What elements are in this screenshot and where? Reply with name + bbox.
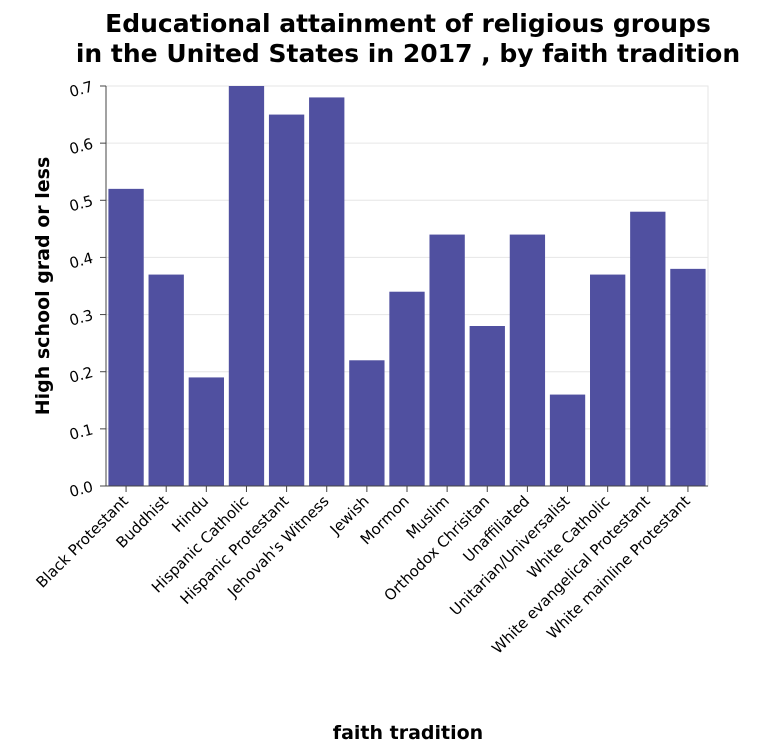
bar-8 <box>429 234 465 486</box>
y-tick-label: 0.1 <box>67 420 95 444</box>
bar-14 <box>670 268 706 486</box>
y-tick-label: 0.3 <box>67 306 95 330</box>
bar-13 <box>630 211 666 486</box>
bar-12 <box>590 274 626 486</box>
bars <box>108 86 706 487</box>
bar-2 <box>188 377 224 486</box>
bar-3 <box>228 86 265 486</box>
x-axis-title: faith tradition <box>333 722 483 744</box>
bar-4 <box>268 114 305 487</box>
y-tick-label: 0.2 <box>67 363 95 387</box>
y-tick-label: 0.5 <box>67 192 95 216</box>
bar-10 <box>509 234 546 486</box>
bar-7 <box>389 291 425 486</box>
bar-6 <box>349 360 385 486</box>
y-tick-label: 0.0 <box>67 477 95 501</box>
bar-1 <box>148 274 184 486</box>
bar-0 <box>108 188 144 486</box>
bar-5 <box>309 97 345 486</box>
y-tick-label: 0.7 <box>67 77 95 101</box>
chart-title-line-1: Educational attainment of religious grou… <box>105 9 711 38</box>
bar-11 <box>549 394 586 486</box>
y-tick-label: 0.6 <box>67 135 95 159</box>
chart-title-line-2: in the United States in 2017 , by faith … <box>76 39 740 68</box>
y-axis-title: High school grad or less <box>32 157 54 416</box>
y-tick-label: 0.4 <box>67 249 95 273</box>
bar-9 <box>469 326 505 486</box>
